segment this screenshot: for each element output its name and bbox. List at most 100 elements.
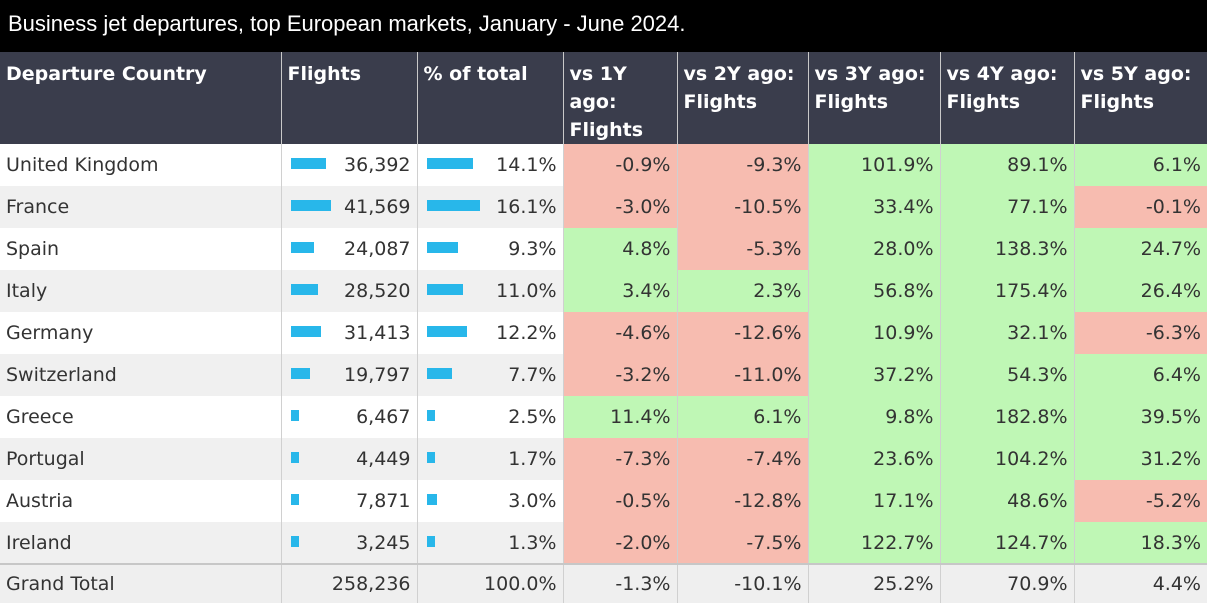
vs-3y-cell: 56.8%	[807, 270, 940, 312]
table-row: Italy 28,520 11.0% 3.4% 2.3% 56.8% 175.4% 26.4%	[0, 270, 1207, 312]
pct-cell: 3.0%	[416, 480, 563, 522]
table-row: Switzerland 19,797 7.7% -3.2% -11.0% 37.2% 54.…	[0, 354, 1207, 396]
country-cell: Austria	[0, 480, 281, 522]
pct-cell-value: 9.3%	[508, 238, 557, 260]
vs-5y-cell: 18.3%	[1073, 522, 1207, 564]
vs-1y-cell: -4.6%	[562, 312, 677, 354]
flights-cell: 28,520	[280, 270, 417, 312]
flights-bar	[290, 452, 299, 463]
header-row: Departure Country Flights % of total vs …	[0, 52, 1207, 144]
pct-bar	[426, 242, 458, 253]
vs-2y-cell: 2.3%	[676, 270, 808, 312]
flights-bar	[290, 158, 326, 169]
flights-bar	[290, 368, 310, 379]
header-vs-2y: vs 2Y ago: Flights	[676, 52, 808, 144]
pct-cell: 11.0%	[416, 270, 563, 312]
pct-cell: 2.5%	[416, 396, 563, 438]
flights-bar	[290, 284, 318, 295]
flights-cell: 31,413	[280, 312, 417, 354]
pct-cell: 1.3%	[416, 522, 563, 564]
vs-3y-cell: 33.4%	[807, 186, 940, 228]
table-row: Spain 24,087 9.3% 4.8% -5.3% 28.0% 138.3% 24.7%	[0, 228, 1207, 270]
vs-5y-cell: 6.1%	[1073, 144, 1207, 186]
pct-bar	[426, 368, 452, 379]
vs-4y-cell: 77.1%	[939, 186, 1074, 228]
vs-2y-cell: -5.3%	[676, 228, 808, 270]
country-cell: Switzerland	[0, 354, 281, 396]
total-vs-3y: 25.2%	[807, 563, 940, 603]
table-row: France 41,569 16.1% -3.0% -10.5% 33.4% 77.1% -0…	[0, 186, 1207, 228]
vs-1y-cell: 11.4%	[562, 396, 677, 438]
table-row: United Kingdom 36,392 14.1% -0.9% -9.3% 101.9…	[0, 144, 1207, 186]
table-row: Austria 7,871 3.0% -0.5% -12.8% 17.1% 48.6% -5.…	[0, 480, 1207, 522]
vs-2y-cell: -10.5%	[676, 186, 808, 228]
pct-cell-value: 11.0%	[496, 280, 557, 302]
flights-cell: 19,797	[280, 354, 417, 396]
departures-table: Departure Country Flights % of total vs …	[0, 52, 1207, 603]
vs-1y-cell: -3.0%	[562, 186, 677, 228]
flights-cell: 6,467	[280, 396, 417, 438]
chart-title: Business jet departures, top European ma…	[0, 0, 1207, 52]
table-row: Greece 6,467 2.5% 11.4% 6.1% 9.8% 182.8% 39.5%	[0, 396, 1207, 438]
flights-cell-value: 7,871	[356, 490, 411, 512]
vs-2y-cell: -7.5%	[676, 522, 808, 564]
vs-1y-cell: 4.8%	[562, 228, 677, 270]
flights-cell-value: 24,087	[344, 238, 411, 260]
flights-cell-value: 3,245	[356, 531, 411, 554]
vs-4y-cell: 138.3%	[939, 228, 1074, 270]
vs-3y-cell: 23.6%	[807, 438, 940, 480]
pct-cell: 14.1%	[416, 144, 563, 186]
vs-4y-cell: 124.7%	[939, 522, 1074, 564]
flights-bar	[290, 200, 331, 211]
vs-5y-cell: 6.4%	[1073, 354, 1207, 396]
table-row: Ireland 3,245 1.3% -2.0% -7.5% 122.7% 124.7% 18…	[0, 522, 1207, 564]
vs-1y-cell: -7.3%	[562, 438, 677, 480]
vs-3y-cell: 37.2%	[807, 354, 940, 396]
vs-3y-cell: 28.0%	[807, 228, 940, 270]
pct-bar	[426, 452, 435, 463]
country-cell: France	[0, 186, 281, 228]
flights-cell: 41,569	[280, 186, 417, 228]
flights-bar	[290, 326, 321, 337]
flights-bar	[290, 242, 314, 253]
vs-5y-cell: -5.2%	[1073, 480, 1207, 522]
vs-1y-cell: -3.2%	[562, 354, 677, 396]
country-cell: Germany	[0, 312, 281, 354]
pct-bar	[426, 326, 467, 337]
table-body: United Kingdom 36,392 14.1% -0.9% -9.3% 101.9…	[0, 144, 1207, 564]
pct-cell: 12.2%	[416, 312, 563, 354]
pct-cell-value: 12.2%	[496, 322, 557, 344]
flights-cell-value: 4,449	[356, 448, 411, 470]
total-vs-1y: -1.3%	[562, 563, 677, 603]
flights-cell: 24,087	[280, 228, 417, 270]
flights-cell: 7,871	[280, 480, 417, 522]
total-label: Grand Total	[0, 563, 281, 603]
pct-cell: 16.1%	[416, 186, 563, 228]
flights-cell-value: 31,413	[344, 322, 411, 344]
vs-4y-cell: 175.4%	[939, 270, 1074, 312]
header-pct-of-total: % of total	[416, 52, 563, 144]
header-vs-4y: vs 4Y ago: Flights	[939, 52, 1074, 144]
header-vs-5y: vs 5Y ago: Flights	[1073, 52, 1207, 144]
pct-cell: 9.3%	[416, 228, 563, 270]
flights-cell-value: 41,569	[344, 196, 411, 218]
vs-4y-cell: 48.6%	[939, 480, 1074, 522]
pct-cell-value: 16.1%	[496, 196, 557, 218]
flights-cell-value: 6,467	[356, 406, 411, 428]
header-flights: Flights	[280, 52, 417, 144]
flights-bar	[290, 536, 299, 547]
pct-cell: 7.7%	[416, 354, 563, 396]
table-row: Portugal 4,449 1.7% -7.3% -7.4% 23.6% 104.2% 31…	[0, 438, 1207, 480]
vs-1y-cell: -2.0%	[562, 522, 677, 564]
total-flights: 258,236	[280, 563, 417, 603]
pct-cell-value: 1.7%	[508, 448, 557, 470]
vs-5y-cell: 24.7%	[1073, 228, 1207, 270]
vs-2y-cell: -12.8%	[676, 480, 808, 522]
pct-bar	[426, 410, 435, 421]
total-vs-5y: 4.4%	[1073, 563, 1207, 603]
vs-3y-cell: 17.1%	[807, 480, 940, 522]
flights-cell-value: 36,392	[344, 154, 411, 176]
vs-5y-cell: 26.4%	[1073, 270, 1207, 312]
flights-cell-value: 19,797	[344, 364, 411, 386]
header-departure-country: Departure Country	[0, 52, 281, 144]
